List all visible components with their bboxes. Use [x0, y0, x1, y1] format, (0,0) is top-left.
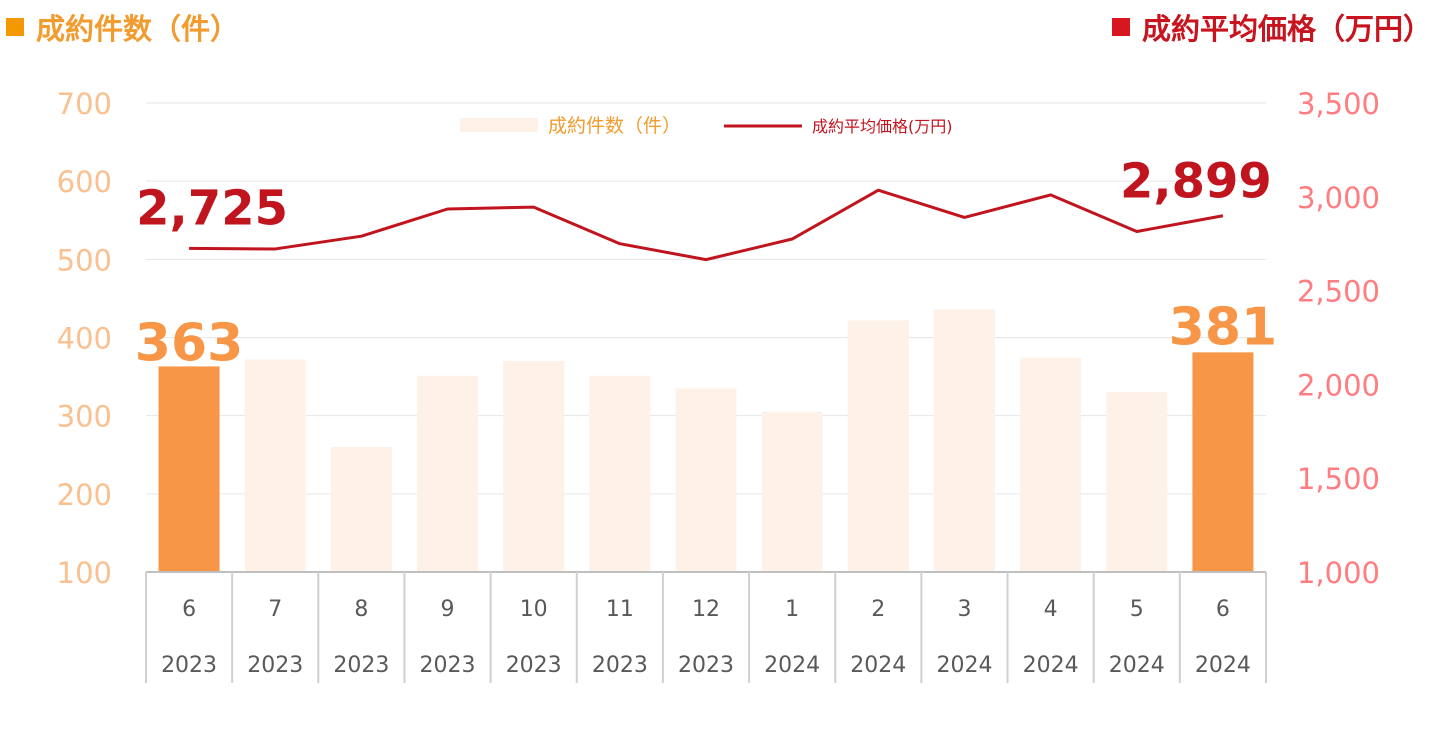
month-label: 7 — [268, 597, 282, 622]
month-label: 2 — [871, 597, 885, 622]
left-tick-label: 100 — [57, 556, 112, 590]
legend: 成約件数（件） 成約平均価格(万円) — [460, 115, 953, 137]
month-label: 9 — [441, 597, 455, 622]
left-tick-label: 400 — [57, 322, 112, 356]
year-label: 2023 — [247, 653, 303, 678]
price-line — [189, 188, 1224, 262]
right-tick-label: 3,500 — [1297, 87, 1380, 121]
orange-square-icon — [6, 18, 24, 36]
right-axis-ticks: 1,000 1,500 2,000 2,500 3,000 3,500 — [1297, 87, 1380, 590]
year-label: 2023 — [420, 653, 476, 678]
year-label: 2023 — [678, 653, 734, 678]
month-label: 3 — [957, 597, 971, 622]
bar-2024-5 — [1106, 392, 1168, 572]
left-tick-label: 200 — [57, 478, 112, 512]
bar-first-label: 363 — [135, 313, 244, 373]
line-first-label: 2,725 — [136, 180, 288, 236]
left-tick-label: 300 — [57, 400, 112, 434]
month-label: 6 — [1216, 597, 1230, 622]
right-axis-title: 成約平均価格（万円） — [1111, 6, 1432, 48]
year-label: 2024 — [764, 653, 820, 678]
line-series — [188, 188, 1224, 262]
left-tick-label: 600 — [57, 165, 112, 199]
left-axis-ticks: 100 200 300 400 500 600 700 — [57, 87, 112, 590]
right-tick-label: 2,500 — [1297, 275, 1380, 309]
right-tick-label: 1,500 — [1297, 462, 1380, 496]
month-label: 1 — [785, 597, 799, 622]
bar-2023-12 — [675, 388, 737, 572]
year-label: 2023 — [333, 653, 389, 678]
year-label: 2024 — [1109, 653, 1165, 678]
category-axis-table: 6202372023820239202310202311202312202312… — [145, 571, 1267, 683]
year-label: 2024 — [850, 653, 906, 678]
left-tick-label: 500 — [57, 243, 112, 277]
bar-2024-4 — [1020, 357, 1082, 572]
bar-2023-9 — [417, 375, 479, 572]
bar-series — [158, 309, 1254, 572]
month-label: 8 — [354, 597, 368, 622]
month-label: 11 — [606, 597, 634, 622]
right-tick-label: 2,000 — [1297, 368, 1380, 402]
legend-bar-swatch — [460, 118, 538, 132]
year-label: 2024 — [1023, 653, 1079, 678]
line-last-label: 2,899 — [1120, 154, 1272, 210]
bar-2023-11 — [589, 375, 651, 572]
right-tick-label: 1,000 — [1297, 556, 1380, 590]
bar-2023-7 — [244, 359, 306, 572]
year-label: 2024 — [1195, 653, 1251, 678]
month-label: 12 — [692, 597, 720, 622]
month-label: 5 — [1130, 597, 1144, 622]
bar-2023-10 — [503, 360, 565, 572]
legend-bar-label: 成約件数（件） — [548, 115, 681, 137]
year-label: 2023 — [506, 653, 562, 678]
annotations: 363 381 2,725 2,899 — [135, 154, 1277, 374]
month-label: 10 — [520, 597, 548, 622]
bar-2024-1 — [761, 411, 823, 572]
right-tick-label: 3,000 — [1297, 181, 1380, 215]
red-square-icon — [1111, 18, 1130, 36]
month-label: 4 — [1044, 597, 1058, 622]
year-label: 2023 — [161, 653, 217, 678]
legend-line-label: 成約平均価格(万円) — [812, 117, 953, 136]
left-tick-label: 700 — [57, 87, 112, 121]
bar-2023-8 — [330, 446, 392, 572]
year-label: 2023 — [592, 653, 648, 678]
month-label: 6 — [182, 597, 196, 622]
bar-2024-3 — [933, 309, 995, 572]
bar-2024-6 — [1192, 352, 1254, 572]
right-axis-title-text: 成約平均価格（万円） — [1141, 12, 1432, 46]
bar-2023-6 — [158, 366, 220, 572]
left-axis-title-text: 成約件数（件） — [36, 12, 240, 46]
year-label: 2024 — [936, 653, 992, 678]
bar-2024-2 — [847, 320, 909, 572]
bar-last-label: 381 — [1169, 297, 1278, 357]
left-axis-title: 成約件数（件） — [6, 6, 239, 48]
